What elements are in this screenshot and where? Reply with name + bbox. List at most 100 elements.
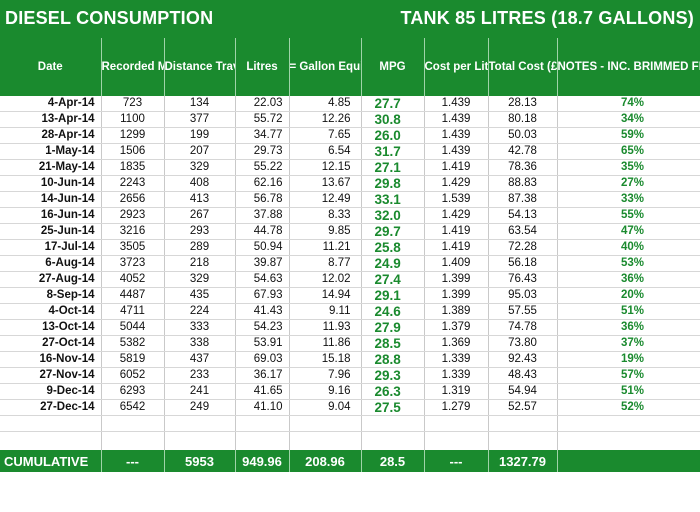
cell-mpg: 30.8 bbox=[361, 111, 425, 128]
cell-gallons: 6.54 bbox=[289, 143, 362, 160]
cell-recorded-mileage: 5382 bbox=[101, 335, 165, 352]
cell-litres: 41.65 bbox=[235, 383, 290, 400]
cell-date: 27-Aug-14 bbox=[0, 271, 102, 288]
cell-brimmed-percent: 74% bbox=[557, 96, 700, 112]
cell-cost-per-litre: 1.539 bbox=[424, 191, 489, 208]
cell-distance: 437 bbox=[164, 351, 236, 368]
cell-mpg: 31.7 bbox=[361, 143, 425, 160]
table-row: 4-Apr-14 723 134 22.03 4.85 27.7 1.439 28.13 74% bbox=[0, 96, 700, 112]
cell-date: 9-Dec-14 bbox=[0, 383, 102, 400]
cell-gallons: 7.96 bbox=[289, 367, 362, 384]
cell-recorded-mileage: 5819 bbox=[101, 351, 165, 368]
table-row: 13-Apr-14 1100 377 55.72 12.26 30.8 1.439 80.18… bbox=[0, 111, 700, 128]
cell-date: 10-Jun-14 bbox=[0, 175, 102, 192]
cell-gallons: 11.86 bbox=[289, 335, 362, 352]
cell-cost-per-litre: 1.439 bbox=[424, 143, 489, 160]
cell-mpg: 27.9 bbox=[361, 319, 425, 336]
cell-gallons: 13.67 bbox=[289, 175, 362, 192]
cell-mpg: 27.1 bbox=[361, 159, 425, 176]
header-total-cost: Total Cost (£) bbox=[488, 38, 558, 96]
cell-gallons: 12.02 bbox=[289, 271, 362, 288]
cell-date: 27-Oct-14 bbox=[0, 335, 102, 352]
cell-gallons: 9.16 bbox=[289, 383, 362, 400]
tank-capacity-title: TANK 85 LITRES (18.7 GALLONS) bbox=[400, 8, 694, 28]
cumulative-gallons: 208.96 bbox=[289, 450, 362, 472]
cell-cost-per-litre: 1.409 bbox=[424, 255, 489, 272]
cell-recorded-mileage: 3505 bbox=[101, 239, 165, 256]
cell-litres: 54.23 bbox=[235, 319, 290, 336]
cell-cost-per-litre: 1.339 bbox=[424, 367, 489, 384]
header-recorded-mileage: Recorded Mileage bbox=[101, 38, 165, 96]
table-row: 21-May-14 1835 329 55.22 12.15 27.1 1.419 78.36… bbox=[0, 159, 700, 176]
cumulative-row: CUMULATIVE --- 5953 949.96 208.96 28.5 -… bbox=[0, 450, 700, 472]
table-row: 14-Jun-14 2656 413 56.78 12.49 33.1 1.539 87.38… bbox=[0, 191, 700, 208]
cell-gallons: 4.85 bbox=[289, 96, 362, 112]
cell-brimmed-percent: 20% bbox=[557, 287, 700, 304]
cell-brimmed-percent: 51% bbox=[557, 383, 700, 400]
cell-mpg: 33.1 bbox=[361, 191, 425, 208]
cell-cost-per-litre: 1.369 bbox=[424, 335, 489, 352]
cell-litres: 56.78 bbox=[235, 191, 290, 208]
table-row: 27-Dec-14 6542 249 41.10 9.04 27.5 1.279 52.57 5… bbox=[0, 399, 700, 416]
table-row: 27-Nov-14 6052 233 36.17 7.96 29.3 1.339 48.43 5… bbox=[0, 367, 700, 384]
cell-recorded-mileage: 6052 bbox=[101, 367, 165, 384]
cell-date: 17-Jul-14 bbox=[0, 239, 102, 256]
cell-cost-per-litre: 1.439 bbox=[424, 111, 489, 128]
cell-total-cost: 50.03 bbox=[488, 127, 558, 144]
cumulative-litres: 949.96 bbox=[235, 450, 290, 472]
cell-cost-per-litre: 1.429 bbox=[424, 207, 489, 224]
cell-distance: 134 bbox=[164, 96, 236, 112]
table-row: 16-Nov-14 5819 437 69.03 15.18 28.8 1.339 92.43… bbox=[0, 351, 700, 368]
cell-date: 13-Oct-14 bbox=[0, 319, 102, 336]
cell-mpg: 28.8 bbox=[361, 351, 425, 368]
cell-recorded-mileage: 4711 bbox=[101, 303, 165, 320]
header-row: Date Recorded Mileage Distance Travelled… bbox=[0, 38, 700, 96]
cell-total-cost: 87.38 bbox=[488, 191, 558, 208]
cell-litres: 53.91 bbox=[235, 335, 290, 352]
table-row: 1-May-14 1506 207 29.73 6.54 31.7 1.439 42.78 65… bbox=[0, 143, 700, 160]
empty-row bbox=[0, 431, 700, 450]
cell-date: 8-Sep-14 bbox=[0, 287, 102, 304]
cell-total-cost: 72.28 bbox=[488, 239, 558, 256]
cell-cost-per-litre: 1.439 bbox=[424, 96, 489, 112]
cell-gallons: 9.85 bbox=[289, 223, 362, 240]
cell-total-cost: 52.57 bbox=[488, 399, 558, 416]
table-row: 4-Oct-14 4711 224 41.43 9.11 24.6 1.389 57.55 51… bbox=[0, 303, 700, 320]
cell-total-cost: 92.43 bbox=[488, 351, 558, 368]
cell-cost-per-litre: 1.429 bbox=[424, 175, 489, 192]
cell-distance: 408 bbox=[164, 175, 236, 192]
cell-total-cost: 56.18 bbox=[488, 255, 558, 272]
cell-gallons: 8.77 bbox=[289, 255, 362, 272]
cell-distance: 224 bbox=[164, 303, 236, 320]
sheet-title: DIESEL CONSUMPTION bbox=[5, 8, 214, 28]
cell-distance: 338 bbox=[164, 335, 236, 352]
cell-date: 6-Aug-14 bbox=[0, 255, 102, 272]
cell-mpg: 29.1 bbox=[361, 287, 425, 304]
cell-cost-per-litre: 1.399 bbox=[424, 287, 489, 304]
table-row: 13-Oct-14 5044 333 54.23 11.93 27.9 1.379 74.78… bbox=[0, 319, 700, 336]
cell-brimmed-percent: 47% bbox=[557, 223, 700, 240]
cell-mpg: 24.6 bbox=[361, 303, 425, 320]
cell-litres: 44.78 bbox=[235, 223, 290, 240]
cell-brimmed-percent: 19% bbox=[557, 351, 700, 368]
cell-litres: 37.88 bbox=[235, 207, 290, 224]
table-row: 27-Oct-14 5382 338 53.91 11.86 28.5 1.369 73.80… bbox=[0, 335, 700, 352]
header-notes: NOTES - INC. BRIMMED FROM % bbox=[557, 38, 700, 96]
cell-litres: 54.63 bbox=[235, 271, 290, 288]
cell-date: 13-Apr-14 bbox=[0, 111, 102, 128]
cell-total-cost: 73.80 bbox=[488, 335, 558, 352]
cell-date: 4-Oct-14 bbox=[0, 303, 102, 320]
cell-litres: 29.73 bbox=[235, 143, 290, 160]
cell-litres: 55.72 bbox=[235, 111, 290, 128]
cell-recorded-mileage: 6293 bbox=[101, 383, 165, 400]
cell-recorded-mileage: 4052 bbox=[101, 271, 165, 288]
consumption-table: Date Recorded Mileage Distance Travelled… bbox=[0, 38, 700, 472]
empty-row bbox=[0, 415, 700, 432]
cumulative-label: CUMULATIVE bbox=[0, 450, 102, 472]
cell-brimmed-percent: 33% bbox=[557, 191, 700, 208]
title-bar: DIESEL CONSUMPTION TANK 85 LITRES (18.7 … bbox=[0, 0, 700, 38]
cell-recorded-mileage: 2243 bbox=[101, 175, 165, 192]
cell-litres: 36.17 bbox=[235, 367, 290, 384]
cell-distance: 293 bbox=[164, 223, 236, 240]
